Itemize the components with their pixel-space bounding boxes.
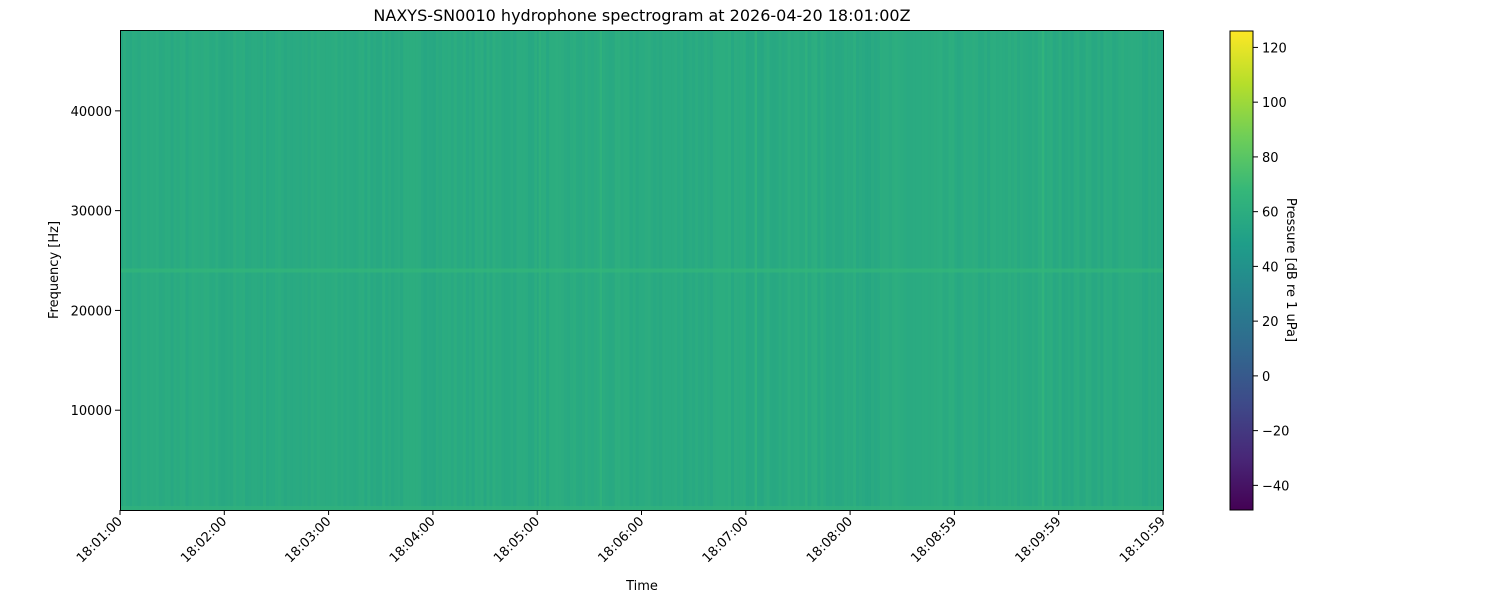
colorbar-label: Pressure [dB re 1 uPa] xyxy=(1283,198,1298,342)
x-tick-label: 18:04:00 xyxy=(387,514,439,566)
colorbar-tick-label: 120 xyxy=(1262,41,1287,56)
y-tick-label: 40000 xyxy=(71,105,112,120)
x-axis: 18:01:00 18:02:00 18:03:00 18:04:00 18:05:00… xyxy=(74,510,1169,566)
colorbar-tick-label: 40 xyxy=(1262,260,1279,275)
x-tick-label: 18:10:59 xyxy=(1117,514,1169,566)
y-tick-label: 30000 xyxy=(71,205,112,220)
x-tick-label: 18:01:00 xyxy=(74,514,126,566)
chart-title: NAXYS-SN0010 hydrophone spectrogram at 2… xyxy=(373,6,910,25)
x-tick-label: 18:08:59 xyxy=(908,514,960,566)
colorbar-tick-label: 20 xyxy=(1262,315,1279,330)
x-tick-label: 18:08:00 xyxy=(804,514,856,566)
colorbar-axis: −40 −20 0 20 40 60 80 100 120 xyxy=(1253,41,1289,494)
colorbar-tick-label: 60 xyxy=(1262,206,1279,221)
colorbar xyxy=(1229,30,1254,511)
x-tick-label: 18:02:00 xyxy=(178,514,230,566)
colorbar-tick-label: 0 xyxy=(1262,370,1270,385)
y-axis: 10000 20000 30000 40000 xyxy=(71,105,120,419)
x-tick-label: 18:05:00 xyxy=(491,514,543,566)
y-tick-label: 10000 xyxy=(71,404,112,419)
spectrogram-plot-area xyxy=(120,31,1164,510)
tonal-line-mark xyxy=(120,506,1163,510)
x-axis-label: Time xyxy=(625,579,658,594)
x-tick-label: 18:06:00 xyxy=(595,514,647,566)
x-tick-label: 18:07:00 xyxy=(700,514,752,566)
y-axis-label: Frequency [Hz] xyxy=(47,221,62,319)
colorbar-tick-label: −40 xyxy=(1262,479,1289,494)
colorbar-tick-label: 100 xyxy=(1262,96,1287,111)
colorbar-tick-label: 80 xyxy=(1262,151,1279,166)
y-tick-label: 20000 xyxy=(71,304,112,319)
colorbar-tick-label: −20 xyxy=(1262,425,1289,440)
x-tick-label: 18:09:59 xyxy=(1013,514,1065,566)
tonal-line-mark xyxy=(120,268,1163,273)
x-tick-label: 18:03:00 xyxy=(283,514,335,566)
